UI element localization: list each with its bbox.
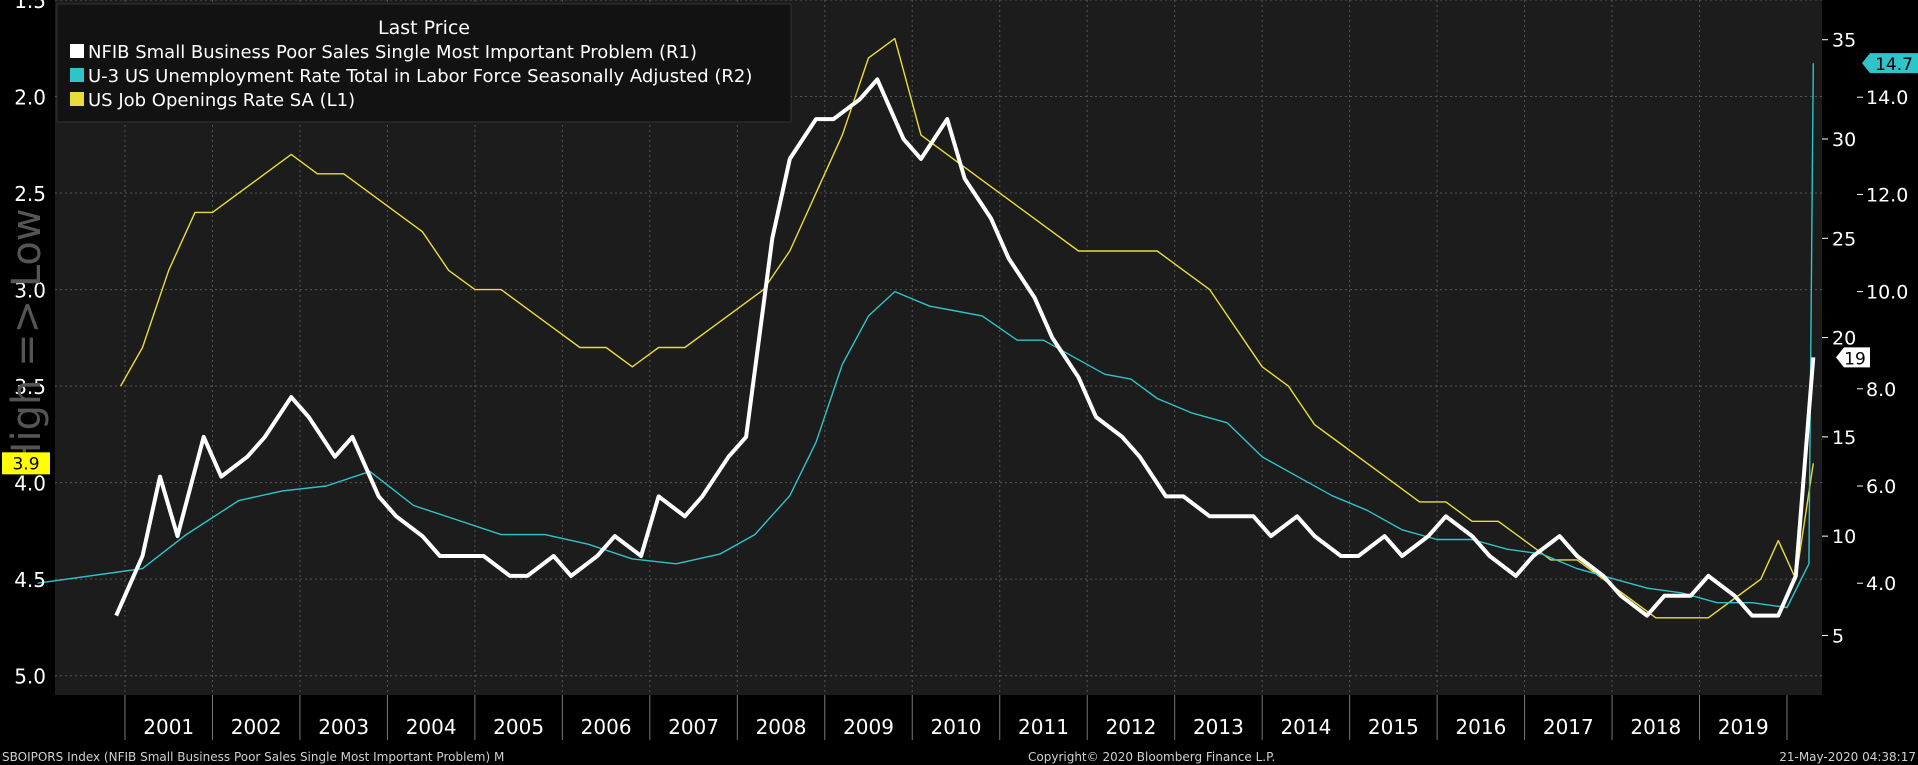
series-line — [114, 77, 1816, 618]
legend-swatch — [70, 92, 84, 106]
left-last-value: 3.9 — [12, 454, 39, 474]
series-line — [37, 63, 1815, 609]
x-tick-label: 2005 — [493, 715, 544, 739]
legend-swatch — [70, 44, 84, 58]
x-tick-label: 2009 — [843, 715, 894, 739]
x-tick-label: 2013 — [1193, 715, 1244, 739]
series-layer — [37, 37, 1816, 619]
r1-tick-label: 15 — [1832, 427, 1856, 449]
series-line — [119, 37, 1814, 619]
right-axis-r2: 4.0 6.0 8.0 10.0 12.0 14.0 — [1857, 87, 1908, 595]
x-tick-label: 2012 — [1105, 715, 1156, 739]
left-tick-label: 4.5 — [14, 568, 46, 592]
r2-tick-label: 10.0 — [1866, 282, 1908, 304]
footer-right: 21-May-2020 04:38:17 — [1779, 750, 1916, 764]
r1-tick-label: 35 — [1832, 30, 1856, 52]
right-axis-r1: 5 10 15 20 25 30 35 — [1822, 30, 1856, 647]
x-axis: 2001 2002 2003 2004 2005 2006 2007 2008 2009 2010… — [124, 695, 1788, 740]
x-tick-label: 2001 — [143, 715, 194, 739]
r1-last-value: 19 — [1844, 349, 1866, 369]
footer-center: Copyright© 2020 Bloomberg Finance L.P. — [1028, 750, 1275, 764]
legend-entry: U-3 US Unemployment Rate Total in Labor … — [70, 66, 752, 87]
left-last-value-badge: 3.9 — [2, 452, 50, 475]
x-tick-label: 2002 — [231, 715, 282, 739]
x-tick-label: 2015 — [1368, 715, 1419, 739]
left-axis-label: High => Low — [4, 208, 50, 471]
x-tick-label: 2004 — [406, 715, 457, 739]
r1-last-value-badge: 19 — [1836, 347, 1870, 369]
x-tick-label: 2007 — [668, 715, 719, 739]
r2-tick-label: 8.0 — [1866, 379, 1896, 401]
r2-tick-label: 6.0 — [1866, 476, 1896, 498]
r2-tick-label: 12.0 — [1866, 184, 1908, 206]
r2-last-value-badge: 14.7 — [1862, 53, 1918, 75]
legend-label: U-3 US Unemployment Rate Total in Labor … — [88, 66, 752, 87]
x-tick-label: 2017 — [1543, 715, 1594, 739]
r2-tick-label: 4.0 — [1866, 573, 1896, 595]
legend-label: US Job Openings Rate SA (L1) — [88, 90, 355, 111]
left-tick-label: 4.0 — [14, 472, 46, 496]
legend: Last Price NFIB Small Business Poor Sale… — [56, 3, 792, 123]
left-tick-label: 2.5 — [14, 182, 46, 206]
left-tick-label: 1.5 — [14, 0, 46, 13]
legend-swatch — [70, 68, 84, 82]
left-tick-label: 3.0 — [14, 279, 46, 303]
r1-tick-label: 10 — [1832, 526, 1856, 548]
left-axis: 1.5 2.0 2.5 3.0 3.5 4.0 4.5 5.0 — [14, 0, 46, 689]
legend-entry: NFIB Small Business Poor Sales Single Mo… — [70, 42, 697, 63]
r1-tick-label: 25 — [1832, 228, 1856, 250]
x-tick-label: 2016 — [1455, 715, 1506, 739]
x-tick-label: 2003 — [318, 715, 369, 739]
x-tick-label: 2019 — [1718, 715, 1769, 739]
x-tick-label: 2008 — [756, 715, 807, 739]
r1-tick-label: 5 — [1832, 625, 1844, 647]
r1-tick-label: 30 — [1832, 129, 1856, 151]
left-tick-label: 5.0 — [14, 665, 46, 689]
legend-header: Last Price — [378, 17, 470, 39]
footer-left: SBOIPORS Index (NFIB Small Business Poor… — [2, 750, 504, 764]
r1-tick-label: 20 — [1832, 328, 1856, 350]
left-tick-label: 3.5 — [14, 375, 46, 399]
x-tick-label: 2011 — [1018, 715, 1069, 739]
r2-last-value: 14.7 — [1875, 55, 1913, 75]
x-tick-label: 2014 — [1280, 715, 1331, 739]
x-tick-label: 2010 — [931, 715, 982, 739]
left-tick-label: 2.0 — [14, 86, 46, 110]
x-tick-label: 2006 — [581, 715, 632, 739]
legend-label: NFIB Small Business Poor Sales Single Mo… — [88, 42, 697, 63]
r2-tick-label: 14.0 — [1866, 87, 1908, 109]
legend-entry: US Job Openings Rate SA (L1) — [70, 90, 355, 111]
x-tick-label: 2018 — [1630, 715, 1681, 739]
